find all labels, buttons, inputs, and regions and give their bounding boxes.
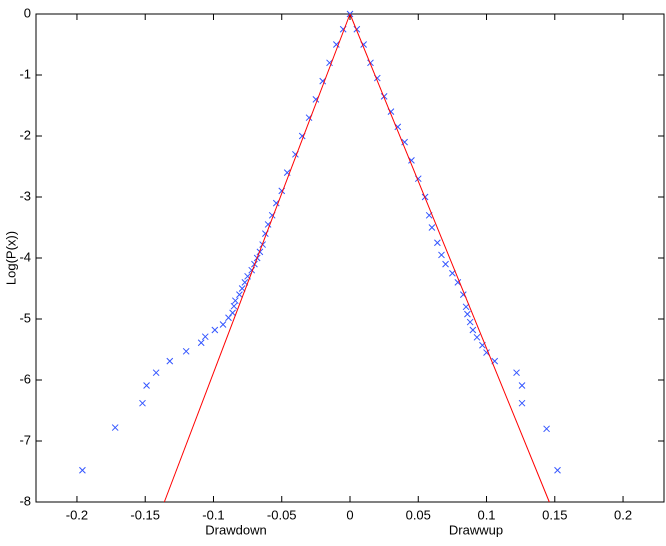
data-point [211, 326, 219, 334]
fit-line [349, 13, 550, 503]
x-axis-label: Drawwup [449, 522, 503, 537]
y-tick-label: -4 [19, 249, 31, 264]
y-axis-label: Log(P(x)) [3, 231, 18, 285]
data-point [230, 302, 238, 310]
data-point [434, 239, 441, 247]
data-point [469, 326, 477, 334]
data-point [438, 251, 445, 259]
x-tick-label: -0.1 [202, 507, 224, 522]
data-point [143, 382, 150, 389]
data-point [139, 399, 146, 407]
data-point [473, 333, 481, 341]
x-tick-label: 0.15 [542, 507, 567, 522]
x-tick-label: 0.1 [477, 507, 495, 522]
data-point [513, 369, 520, 377]
data-point [197, 339, 205, 347]
data-point [518, 382, 526, 389]
data-point [543, 425, 550, 433]
data-point [483, 349, 490, 356]
y-tick-label: -6 [19, 371, 31, 386]
x-tick-label: -0.05 [267, 507, 297, 522]
data-point [319, 77, 327, 85]
y-tick-label: -1 [19, 66, 31, 81]
y-tick-label: -7 [19, 432, 31, 447]
data-point [152, 369, 160, 377]
data-point [367, 59, 374, 67]
x-axis-label: Drawdown [205, 522, 266, 537]
data-point [182, 347, 190, 355]
data-point [462, 303, 470, 311]
y-tick-label: -2 [19, 127, 31, 142]
x-tick-label: -0.2 [66, 507, 88, 522]
data-point [166, 357, 174, 365]
data-point [466, 318, 474, 326]
y-tick-label: -3 [19, 188, 31, 203]
data-point [219, 321, 227, 328]
plot-frame [35, 13, 665, 503]
data-point [238, 285, 246, 292]
data-point [518, 399, 526, 407]
y-tick-label: 0 [24, 5, 31, 20]
data-point [326, 59, 333, 67]
x-tick-label: 0 [346, 507, 353, 522]
data-point [554, 466, 561, 474]
data-point [332, 41, 340, 48]
data-point [236, 291, 243, 298]
data-point [454, 279, 462, 286]
y-tick-label: -8 [19, 493, 31, 508]
data-point [111, 424, 119, 431]
data-point [272, 199, 280, 207]
data-point [225, 314, 232, 322]
fit-line [163, 13, 351, 503]
data-point [229, 309, 236, 317]
data-point [353, 25, 361, 33]
x-tick-label: 0.2 [614, 507, 632, 522]
data-point [264, 221, 272, 228]
data-point [464, 310, 471, 318]
data-point [201, 333, 209, 341]
data-point [428, 224, 436, 231]
data-point [449, 269, 456, 277]
data-point [442, 260, 449, 268]
data-point [231, 297, 239, 305]
data-point [79, 466, 86, 474]
x-tick-label: -0.15 [130, 507, 160, 522]
x-tick-label: 0.05 [406, 507, 431, 522]
y-tick-label: -5 [19, 310, 31, 325]
